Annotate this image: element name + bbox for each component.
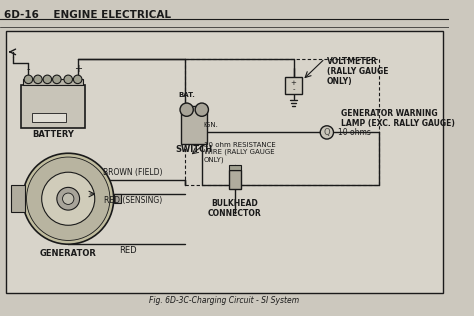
Text: SWITCH: SWITCH [176,145,213,154]
Bar [229,165,241,170]
Circle shape [34,75,42,84]
Bar [181,106,208,144]
Circle shape [24,75,33,84]
Text: RED (SENSING): RED (SENSING) [103,196,162,205]
Text: BATTERY: BATTERY [32,130,74,139]
Circle shape [320,126,334,139]
Circle shape [27,157,110,240]
Text: RED: RED [119,246,137,255]
Bar [285,76,302,94]
Circle shape [63,193,74,204]
Circle shape [53,75,61,84]
Text: Q: Q [324,128,330,137]
Bar [23,79,83,85]
Text: BULKHEAD
CONNECTOR: BULKHEAD CONNECTOR [208,199,262,218]
Circle shape [57,187,80,210]
Circle shape [180,103,193,116]
Text: GENERATOR: GENERATOR [40,249,97,258]
Text: IGN.: IGN. [204,122,219,128]
Text: +: + [291,80,297,86]
Bar [114,194,121,204]
Circle shape [23,153,114,244]
Bar [11,185,25,212]
Circle shape [64,75,73,84]
Bar [229,170,241,189]
Circle shape [42,172,95,225]
Text: VOLTMETER
(RALLY GAUGE
ONLY): VOLTMETER (RALLY GAUGE ONLY) [327,57,388,86]
Text: Fig. 6D-3C-Charging Circuit - SI System: Fig. 6D-3C-Charging Circuit - SI System [149,295,300,305]
Bar [32,112,66,122]
Text: 10 ohms: 10 ohms [338,128,371,137]
Bar [21,85,85,128]
Circle shape [195,103,209,116]
Circle shape [73,75,82,84]
Text: -: - [292,86,295,92]
Text: 10 ohm RESISTANCE
WIRE (RALLY GAUGE
ONLY): 10 ohm RESISTANCE WIRE (RALLY GAUGE ONLY… [204,142,275,163]
Text: -: - [27,64,30,74]
Bar [6,31,443,293]
Text: 6D-16    ENGINE ELECTRICAL: 6D-16 ENGINE ELECTRICAL [4,10,171,20]
Text: +: + [73,64,82,74]
Text: BROWN (FIELD): BROWN (FIELD) [103,168,163,177]
Circle shape [43,75,52,84]
Text: BAT.: BAT. [178,92,195,98]
Text: GENERATOR WARNING
LAMP (EXC. RALLY GAUGE): GENERATOR WARNING LAMP (EXC. RALLY GAUGE… [341,109,455,128]
